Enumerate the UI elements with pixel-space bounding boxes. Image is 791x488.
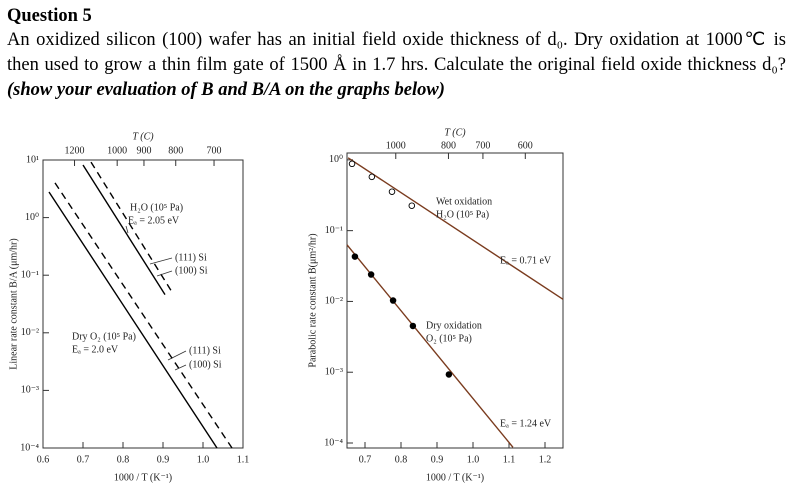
top-tick-label: 800 [441,140,456,151]
series-line [82,164,166,295]
y-tick-label: 10⁰ [25,212,39,223]
data-point [367,271,375,278]
x-tick-label: 0.9 [431,454,444,465]
top-tick-label: 900 [136,145,151,156]
series-line [48,191,218,449]
x-tick-label: 0.7 [77,454,90,465]
annotation: Eₐ = 2.05 eV [128,215,180,226]
data-point [389,297,397,304]
data-point [445,371,453,378]
top-tick-label: 700 [475,140,490,151]
top-tick-label: 800 [168,145,183,156]
plot-frame [346,152,564,449]
y-tick-label: 10⁻³ [325,367,343,378]
y-tick-label: 10⁻¹ [325,225,343,236]
top-tick-label: 1000 [386,140,406,151]
question-text: An oxidized silicon (100) wafer has an i… [7,28,786,103]
plot-frame [42,159,244,449]
y-tick-label: 10⁻² [325,296,343,307]
data-point [368,173,376,181]
data-point [351,253,359,260]
top-axis-title: T (C) [444,127,466,138]
series-label: (111) Si [175,252,207,263]
label-arrow [149,257,173,265]
x-tick-label: 1.2 [539,454,552,465]
y-tick-label: 10⁻² [21,327,39,338]
question-body: An oxidized silicon (100) wafer has an i… [7,30,786,75]
y-tick-label: 10⁻⁴ [324,437,343,448]
x-tick-label: 1.0 [467,454,480,465]
series-label: (100) Si [189,359,222,370]
x-tick-label: 0.6 [37,454,50,465]
x-axis-title: 1000 / T (K⁻¹) [426,472,484,483]
y-tick-label: 10⁻³ [21,385,39,396]
y-axis-title: Parabolic rate constant B(μm²/hr) [307,233,318,367]
question-emphasis: (show your evaluation of B and B/A on th… [7,80,445,100]
series-line [54,182,233,449]
x-tick-label: 0.8 [117,454,130,465]
x-tick-label: 0.9 [157,454,170,465]
document: Question 5 An oxidized silicon (100) waf… [7,4,786,103]
label-arrow [156,270,173,277]
label-arrow [125,225,129,234]
y-axis-title: Linear rate constant B/A (μm/hr) [8,238,19,369]
annotation: O₂ (10⁵ Pa) [426,333,472,344]
annotation: Eₐ = 2.0 eV [72,344,119,355]
annotation: Eₐ = 0.71 eV [500,255,552,266]
top-tick-label: 1200 [65,145,85,156]
label-arrow [174,364,187,371]
y-tick-label: 10⁻⁴ [20,442,39,453]
label-arrow [167,350,187,361]
y-tick-label: 10¹ [26,154,39,165]
x-tick-label: 0.8 [395,454,408,465]
annotation: H₂O (10⁵ Pa) [436,209,489,220]
x-tick-label: 1.1 [503,454,516,465]
data-point [348,160,356,168]
data-point [408,202,416,209]
series-line [347,157,564,300]
top-axis-title: T (C) [132,131,154,142]
x-tick-label: 1.1 [237,454,250,465]
series-label: Wet oxidation [436,196,492,207]
question-title: Question 5 [7,6,92,26]
series-label: (111) Si [189,345,221,356]
top-tick-label: 600 [518,140,533,151]
top-tick-label: 1000 [107,145,127,156]
data-point [409,322,417,330]
series-line [90,161,173,293]
data-point [388,188,396,195]
x-tick-label: 1.0 [197,454,210,465]
x-tick-label: 0.7 [359,454,372,465]
x-axis-title: 1000 / T (K⁻¹) [114,472,172,483]
annotation: Eₐ = 1.24 eV [500,418,552,429]
annotation: Dry O₂ (10⁵ Pa) [72,331,136,342]
top-tick-label: 700 [207,145,222,156]
y-tick-label: 10⁰ [329,154,343,165]
annotation: H₂O (10⁵ Pa) [130,202,183,213]
y-tick-label: 10⁻¹ [21,269,39,280]
series-label: Dry oxidation [426,320,482,331]
series-label: (100) Si [175,265,208,276]
series-line [346,244,514,448]
